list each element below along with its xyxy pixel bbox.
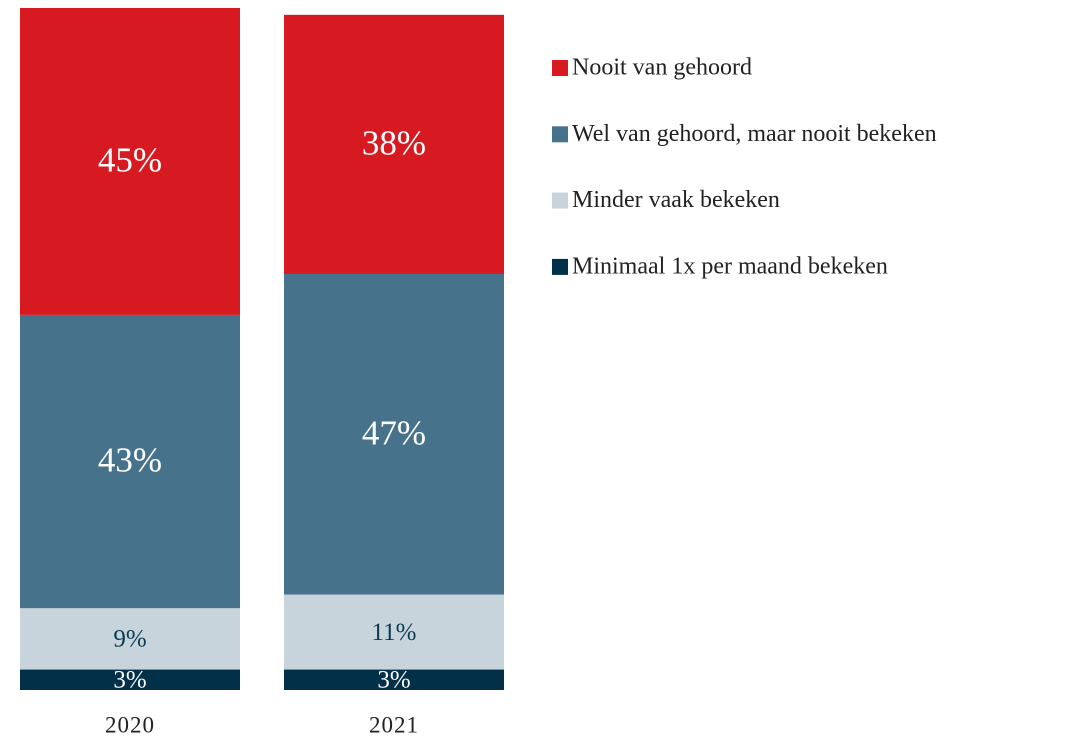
bar-segment [284, 14, 504, 274]
x-tick-label: 2021 [369, 712, 419, 737]
legend-label: Minder vaak bekeken [572, 187, 780, 213]
bar-segment [20, 314, 240, 609]
bar-segment [20, 608, 240, 670]
legend-label: Minimaal 1x per maand bekeken [572, 253, 888, 279]
data-label: 3% [113, 667, 146, 694]
data-label: 11% [372, 619, 417, 646]
bar-segment [284, 273, 504, 595]
legend-swatch [552, 126, 568, 143]
legend-swatch [552, 192, 568, 209]
bar-segment [284, 594, 504, 670]
bar-segment [284, 669, 504, 690]
bar-segment [20, 8, 240, 315]
data-label: 9% [113, 626, 146, 653]
data-label: 38% [362, 123, 426, 162]
data-label: 47% [362, 413, 426, 452]
legend-swatch [552, 258, 568, 275]
x-tick-label: 2020 [105, 712, 155, 737]
data-label: 3% [377, 667, 410, 694]
legend-label: Nooit van gehoord [572, 55, 752, 81]
data-label: 45% [98, 140, 162, 179]
data-label: 43% [98, 441, 162, 480]
legend-label: Wel van gehoord, maar nooit bekeken [572, 121, 937, 147]
bar-segment [20, 669, 240, 690]
legend-swatch [552, 60, 568, 76]
